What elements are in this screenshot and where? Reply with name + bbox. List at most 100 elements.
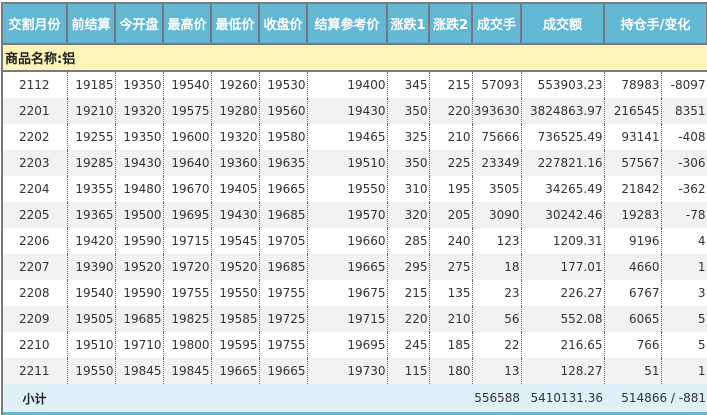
table-cell: 3 [661,280,707,306]
column-header[interactable]: 收盘价 [259,4,308,45]
table-cell: 240 [429,228,473,254]
table-cell: 2112 [3,71,68,98]
column-header[interactable]: 结算参考价 [307,4,388,45]
column-header[interactable]: 今开盘 [115,4,164,45]
table-cell: 2205 [3,202,68,228]
column-header[interactable]: 成交额 [521,4,605,45]
table-cell: -78 [661,202,707,228]
subtotal-open-interest: 514866 / -881 [604,384,707,415]
table-cell: -8097 [661,71,707,98]
table-cell: 18 [472,254,522,280]
table-cell: 2209 [3,306,68,332]
table-cell: 19665 [211,358,260,384]
table-cell: 552.08 [521,306,605,332]
table-cell: 3090 [472,202,522,228]
table-cell: 19550 [307,176,388,202]
table-cell: 135 [429,280,473,306]
table-cell: 19320 [115,98,164,124]
table-cell: 19350 [115,124,164,150]
table-cell: 19570 [307,202,388,228]
table-cell: 553903.23 [521,71,605,98]
table-cell: 22 [472,332,522,358]
subtotal-row: 小计 556588 5410131.36 514866 / -881 [3,384,707,415]
table-cell: 51 [604,358,662,384]
column-header[interactable]: 交割月份 [3,4,68,45]
column-header[interactable]: 持仓手/变化 [604,4,707,45]
table-cell: 1 [661,358,707,384]
table-cell: 34265.49 [521,176,605,202]
table-cell: 2207 [3,254,68,280]
column-header[interactable]: 前结算 [67,4,116,45]
column-header[interactable]: 涨跌1 [387,4,430,45]
table-cell: 2206 [3,228,68,254]
table-cell: 295 [387,254,430,280]
table-cell: 4 [661,228,707,254]
table-cell: 215 [387,280,430,306]
table-cell: 19520 [115,254,164,280]
table-cell: 19500 [115,202,164,228]
subtotal-label: 小计 [3,384,67,415]
table-cell: 19550 [67,358,116,384]
table-cell: 19210 [67,98,116,124]
table-cell: 19695 [307,332,388,358]
table-cell: 30242.46 [521,202,605,228]
table-cell: 19705 [259,228,308,254]
table-cell: 2202 [3,124,68,150]
table-cell: 57093 [472,71,522,98]
table-cell: 19505 [67,306,116,332]
table-cell: 19283 [604,202,662,228]
table-cell: 350 [387,98,430,124]
table-cell: 180 [429,358,473,384]
table-cell: 227821.16 [521,150,605,176]
table-cell: 19710 [115,332,164,358]
table-cell: 220 [387,306,430,332]
table-cell: 19640 [163,150,212,176]
table-cell: 19520 [211,254,260,280]
column-header[interactable]: 成交手 [472,4,522,45]
table-cell: 2208 [3,280,68,306]
table-cell: 19675 [307,280,388,306]
table-cell: 19365 [67,202,116,228]
table-cell: 19350 [115,71,164,98]
table-cell: 19715 [307,306,388,332]
table-cell: 19845 [115,358,164,384]
table-cell: 115 [387,358,430,384]
table-cell: 5 [661,332,707,358]
table-cell: 19665 [259,176,308,202]
table-cell: 57567 [604,150,662,176]
table-cell: 19685 [259,254,308,280]
table-cell: 210 [429,306,473,332]
table-cell: 2204 [3,176,68,202]
table-cell: 310 [387,176,430,202]
column-header[interactable]: 最低价 [211,4,260,45]
table-cell: 19405 [211,176,260,202]
table-cell: 19665 [259,358,308,384]
table-row: 2205 19365 19500 19695 19430 19685 19570 320 205… [3,202,707,228]
category-name: 商品名称:铝 [3,44,707,72]
table-cell: 19430 [211,202,260,228]
table-cell: 216.65 [521,332,605,358]
table-cell: 2203 [3,150,68,176]
category-row: 商品名称:铝 [3,44,707,72]
table-cell: 1209.31 [521,228,605,254]
table-row: 2211 19550 19845 19845 19665 19665 19730 115 180… [3,358,707,384]
table-cell: 325 [387,124,430,150]
column-header[interactable]: 最高价 [163,4,212,45]
column-header[interactable]: 涨跌2 [429,4,473,45]
table-cell: 275 [429,254,473,280]
table-cell: -408 [661,124,707,150]
table-cell: 320 [387,202,430,228]
header-row: 交割月份 前结算 今开盘 最高价 最低价 收盘价 结算参考价 涨跌1 涨跌2 成交手 成交额 持仓手/… [3,4,707,45]
table-cell: 5 [661,306,707,332]
table-cell: 19665 [307,254,388,280]
table-cell: 19430 [307,98,388,124]
table-cell: 19285 [67,150,116,176]
table-cell: 23349 [472,150,522,176]
futures-quote-table: 交割月份 前结算 今开盘 最高价 最低价 收盘价 结算参考价 涨跌1 涨跌2 成交手 成交额 持仓手/… [3,4,707,415]
table-cell: 2211 [3,358,68,384]
table-cell: 128.27 [521,358,605,384]
table-cell: 245 [387,332,430,358]
table-cell: 19580 [259,124,308,150]
table-cell: 19185 [67,71,116,98]
table-cell: 4660 [604,254,662,280]
